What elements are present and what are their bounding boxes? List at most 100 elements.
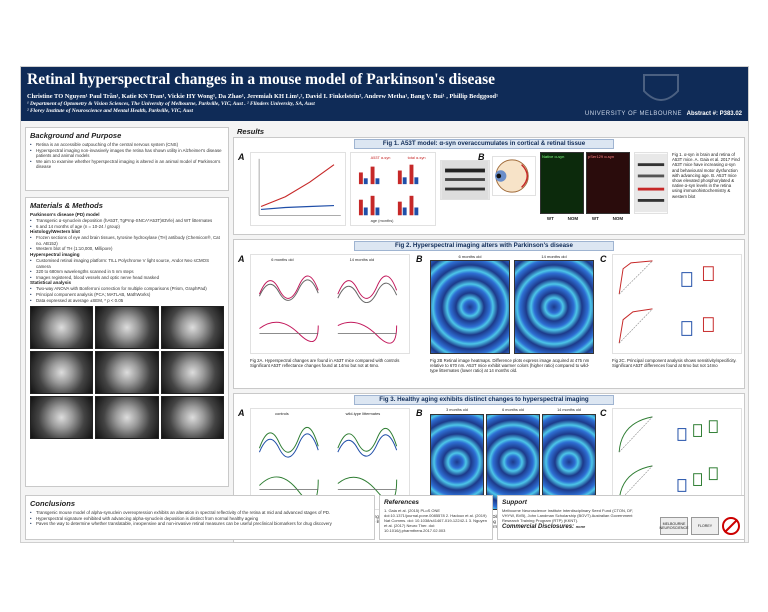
fig2-a-label-14mo: 14 months old <box>350 257 375 262</box>
fig3-b-label-3mo: 3 months old <box>446 408 468 412</box>
histology-heading: Histology/Western blot <box>30 229 80 235</box>
author-list: Christine TO Nguyen¹ Paul Trần¹, Katie K… <box>27 93 499 100</box>
list-item: Transgenic mouse model of alpha-synuclei… <box>30 510 370 516</box>
list-item: Transgenic α-synuclein deposition (hA53T… <box>30 218 224 224</box>
fig1-a-title-1: A53T α-syn <box>371 155 391 160</box>
fig3-b-label-6mo: 6 months old <box>502 408 524 412</box>
list-item: Customised retinal imaging platform: TIL… <box>30 258 224 269</box>
fig2-a-label-6mo: 6 months old <box>271 257 293 262</box>
conclusions-heading: Conclusions <box>30 499 76 508</box>
poster-title: Retinal hyperspectral changes in a mouse… <box>27 71 496 88</box>
group-label: NOM <box>612 216 624 221</box>
background-section: Background and Purpose Retina is an acce… <box>25 127 229 191</box>
fig3-c-pca-plots <box>612 408 742 510</box>
header-banner: Retinal hyperspectral changes in a mouse… <box>21 67 748 121</box>
figure-3-title: Fig 3. Healthy aging exhibits distinct c… <box>354 395 614 405</box>
fundus-image <box>95 306 159 350</box>
fig1-b-group-labels: WT NOM WT NOM <box>540 216 630 221</box>
disclosures-heading: Commercial Disclosures: <box>502 524 575 530</box>
results-heading: Results <box>237 127 265 136</box>
abstract-number: Abstract #: P383.02 <box>686 111 742 117</box>
fig1-a-line-plot <box>250 152 346 226</box>
group-label: WT <box>546 216 554 221</box>
list-item: 320 to 680nm wavelengths scanned in 5 nm… <box>30 269 224 275</box>
logo-melbourne-neuroscience: MELBOURNE NEUROSCIENCE <box>660 517 689 535</box>
panel-label-b: B <box>416 408 423 418</box>
fig2-b-label-6mo: 6 months old <box>458 254 482 259</box>
fig1-a-western-blot <box>440 160 490 200</box>
fundus-image <box>30 306 94 350</box>
statistics-list: Two-way ANOVA with Bonferroni correction… <box>30 286 224 303</box>
panel-label-b: B <box>416 254 423 264</box>
pser129-asyn-label: pSer129 α-syn <box>588 154 615 159</box>
left-column: Background and Purpose Retina is an acce… <box>25 127 229 487</box>
figure-1: Fig 1. A53T model: α-syn overaccumulates… <box>233 137 745 235</box>
list-item: Hyperspectral imaging non-invasively ima… <box>30 148 224 159</box>
references-section: References 1. Gaia et al. (2015) PLoS ON… <box>379 495 493 540</box>
heatmap-6mo <box>430 260 510 354</box>
references-heading: References <box>384 499 420 506</box>
sponsor-logos: MELBOURNE NEUROSCIENCE FLOREY <box>660 517 740 535</box>
university-crest-icon <box>643 74 679 101</box>
results-area: Results Fig 1. A53T model: α-syn overacc… <box>233 127 745 543</box>
figure-2c-caption: Fig 2C. Principal component analysis sho… <box>612 358 737 369</box>
support-heading: Support <box>502 499 527 506</box>
list-item: 6 and 14 months of age (n = 10-24 / grou… <box>30 224 224 230</box>
affiliations: ¹ Department of Optometry & Vision Scien… <box>27 101 315 115</box>
affiliation-line-1: ¹ Department of Optometry & Vision Scien… <box>27 101 315 107</box>
native-asyn-micrograph: Native α-syn <box>540 152 584 214</box>
panel-label-a: A <box>238 408 245 418</box>
no-photography-icon <box>722 517 740 535</box>
fig2-c-pca-plots <box>612 254 742 354</box>
list-item: Frozen sections of eye and brain tissues… <box>30 235 224 246</box>
list-item: Hyperspectral signature exhibited with a… <box>30 516 370 522</box>
conclusions-section: Conclusions Transgenic mouse model of al… <box>25 495 375 540</box>
pd-model-list: Transgenic α-synuclein deposition (hA53T… <box>30 218 224 229</box>
fig2-a-spectra-plots: 6 months old 14 months old <box>250 254 410 354</box>
conclusions-list: Transgenic mouse model of alpha-synuclei… <box>30 510 370 527</box>
pd-model-heading: Parkinson's disease (PD) model <box>30 212 100 217</box>
list-item: Western blot of TH (1:10,000, Millipore) <box>30 246 224 252</box>
list-item: Images registered, blood vessels and opt… <box>30 275 224 281</box>
support-text: Melbourne Neuroscience Institute Interdi… <box>502 508 634 523</box>
fig3-a-spectra-plots: controls wild-type littermates <box>250 408 410 510</box>
university-wordmark: UNIVERSITY OF MELBOURNE <box>584 111 682 117</box>
logo-florey: FLOREY <box>691 517 719 535</box>
fundus-image <box>30 396 94 440</box>
list-item: Two-way ANOVA with Bonferroni correction… <box>30 286 224 292</box>
background-list: Retina is an accessible outpouching of t… <box>30 142 224 170</box>
group-label: NOM <box>567 216 579 221</box>
fig2-b-label-14mo: 14 months old <box>541 254 567 259</box>
figure-1-caption: Fig 1. α-syn in brain and retina of A53T… <box>672 152 740 199</box>
figure-2a-caption: Fig 2A. Hyperspectral changes are found … <box>250 358 400 369</box>
panel-label-c: C <box>600 408 607 418</box>
fundus-image <box>95 351 159 395</box>
methods-section: Materials & Methods Parkinson's disease … <box>25 197 229 487</box>
figure-2: Fig 2. Hyperspectral imaging alters with… <box>233 239 745 389</box>
fig1-b-western-blot <box>634 152 668 214</box>
disclosures: Commercial Disclosures: none <box>502 524 740 530</box>
hyperspectral-heading: Hyperspectral imaging <box>30 251 80 257</box>
support-section: Support Melbourne Neuroscience Institute… <box>497 495 745 540</box>
list-item: Paves the way to determine whether trans… <box>30 521 370 527</box>
panel-label-a: A <box>238 254 245 264</box>
fundus-image <box>160 351 224 395</box>
references-text: 1. Gaia et al. (2015) PLoS ONE doi:10.13… <box>384 508 487 533</box>
list-item: Data expressed at average ±SEM, * p < 0.… <box>30 298 224 304</box>
methods-heading: Materials & Methods <box>30 201 103 210</box>
pser129-asyn-micrograph: pSer129 α-syn <box>586 152 630 214</box>
fig1-a-title-2: total α-syn <box>408 155 426 160</box>
fig3-b-label-14mo: 14 months old <box>557 408 581 412</box>
statistics-heading: Statistical analysis <box>30 280 72 286</box>
figure-2b-caption: Fig 2B Retinal image heatmaps. Differenc… <box>430 358 590 374</box>
fundus-image <box>160 306 224 350</box>
group-label: WT <box>591 216 599 221</box>
list-item: Principal component analysis (PCA; MATLA… <box>30 292 224 298</box>
background-heading: Background and Purpose <box>30 131 122 140</box>
fundus-image <box>160 396 224 440</box>
figure-2-title: Fig 2. Hyperspectral imaging alters with… <box>354 241 614 251</box>
fundus-image <box>95 396 159 440</box>
affiliation-line-2: ² Florey Institute of Neuroscience and M… <box>27 108 193 114</box>
list-item: We aim to examine whether hyperspectral … <box>30 159 224 170</box>
fig3-a-label-controls: controls <box>275 411 289 416</box>
